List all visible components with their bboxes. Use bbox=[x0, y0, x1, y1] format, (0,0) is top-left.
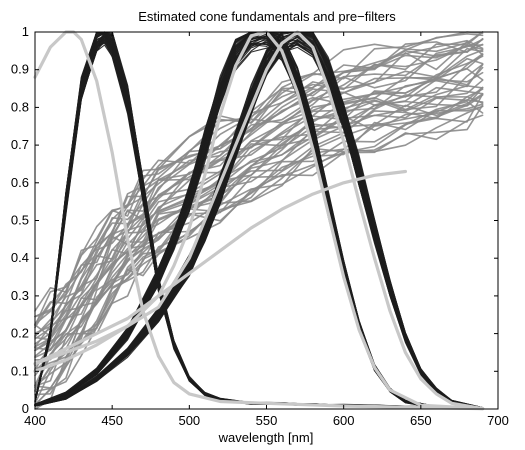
y-tick-label: 0.7 bbox=[11, 137, 29, 152]
cone-fundamental-line bbox=[34, 42, 484, 410]
cone-fundamental-line bbox=[34, 41, 484, 410]
y-tick-label: 0.3 bbox=[11, 288, 29, 303]
x-tick-label: 700 bbox=[487, 413, 509, 428]
y-tick-label: 0 bbox=[22, 401, 29, 416]
y-tick-label: 1 bbox=[22, 24, 29, 39]
tick-layer: 400 450 500 550 600 650 700 0 0.1 0.2 0.3 0.4 0.5 0.6… bbox=[11, 24, 509, 428]
cone-fundamental-line bbox=[34, 41, 484, 410]
x-tick-label: 600 bbox=[333, 413, 355, 428]
cone-fundamental-line bbox=[34, 42, 484, 410]
cone-fundamental-line bbox=[34, 41, 484, 410]
x-tick-label: 450 bbox=[101, 413, 123, 428]
x-tick-label: 550 bbox=[256, 413, 278, 428]
y-tick-label: 0.8 bbox=[11, 99, 29, 114]
chart-title: Estimated cone fundamentals and pre−filt… bbox=[138, 9, 396, 24]
cone-fundamental-line bbox=[34, 42, 484, 410]
pre-filter-line bbox=[34, 44, 484, 338]
pre-filter-line bbox=[34, 63, 484, 352]
mean-fundamental-line bbox=[33, 30, 485, 411]
mean-fundamental-line bbox=[33, 30, 485, 411]
x-axis-label: wavelength [nm] bbox=[218, 430, 314, 445]
x-tick-label: 650 bbox=[410, 413, 432, 428]
pre-filter-line bbox=[34, 63, 484, 367]
y-tick-label: 0.6 bbox=[11, 175, 29, 190]
plot-frame bbox=[34, 31, 499, 410]
y-tick-label: 0.1 bbox=[11, 363, 29, 378]
y-tick-label: 0.5 bbox=[11, 213, 29, 228]
mean-fundamental-line bbox=[33, 169, 407, 366]
y-tick-label: 0.2 bbox=[11, 326, 29, 341]
pre-filter-line bbox=[34, 31, 484, 327]
x-tick-label: 400 bbox=[24, 413, 46, 428]
y-tick-label: 0.9 bbox=[11, 62, 29, 77]
cone-fundamental-line bbox=[34, 41, 484, 410]
cone-fundamental-line bbox=[34, 42, 484, 410]
cone-fundamental-line bbox=[34, 41, 484, 410]
y-tick-label: 0.4 bbox=[11, 250, 29, 265]
x-tick-label: 500 bbox=[178, 413, 200, 428]
series-layer bbox=[33, 30, 485, 411]
